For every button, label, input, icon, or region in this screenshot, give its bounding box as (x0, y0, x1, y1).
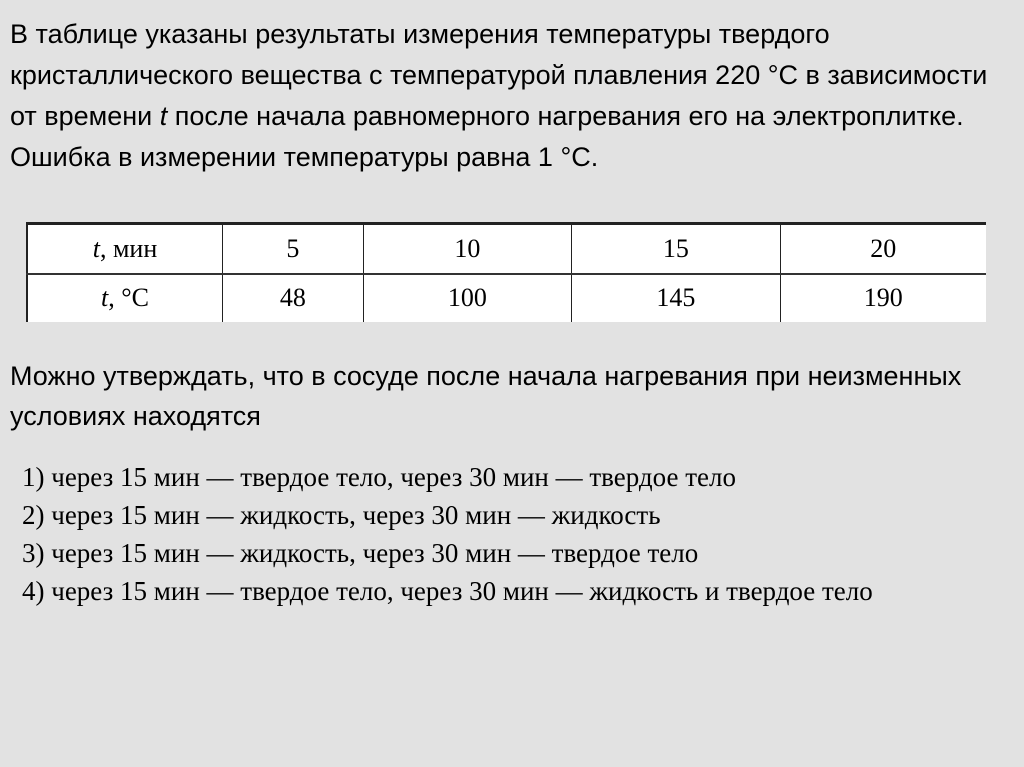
table-cell: 20 (779, 225, 986, 275)
table-cell: 48 (222, 273, 364, 322)
problem-statement: В таблице указаны результаты измерения т… (10, 19, 988, 172)
row-header: t, мин (26, 225, 223, 275)
table-cell: 190 (779, 273, 986, 322)
table-cell: 15 (571, 225, 781, 275)
answer-option-4[interactable]: 4) через 15 мин — твердое тело, через 30… (22, 576, 873, 606)
table-cell: 100 (362, 273, 572, 322)
table-cell: 145 (571, 273, 781, 322)
data-table: t, мин 5 10 15 20 t, °С 48 100 145 190 (26, 222, 986, 322)
answer-option-2[interactable]: 2) через 15 мин — жидкость, через 30 мин… (22, 500, 661, 530)
question-text: Можно утверждать, что в сосуде после нач… (10, 361, 962, 431)
answer-options: 1) через 15 мин — твердое тело, через 30… (22, 458, 952, 610)
table-row-temperature: t, °С 48 100 145 190 (26, 273, 986, 322)
table-cell: 10 (362, 225, 572, 275)
answer-option-3[interactable]: 3) через 15 мин — жидкость, через 30 мин… (22, 538, 699, 568)
row-header: t, °С (26, 273, 223, 322)
table-row-time: t, мин 5 10 15 20 (26, 225, 986, 275)
table-cell: 5 (222, 225, 364, 275)
answer-option-1[interactable]: 1) через 15 мин — твердое тело, через 30… (22, 462, 736, 492)
